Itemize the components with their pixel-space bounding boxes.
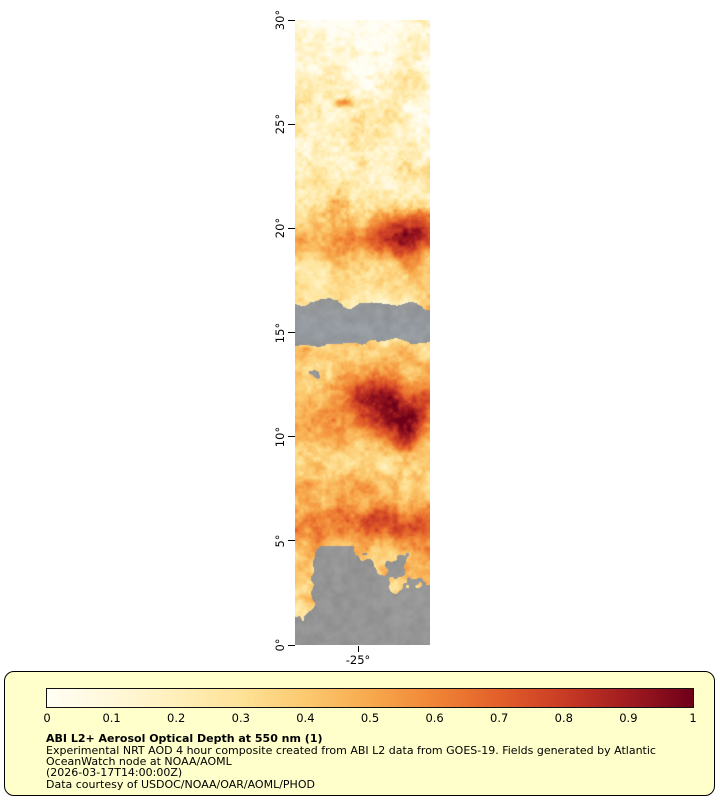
aod-data-raster bbox=[295, 20, 430, 645]
x-axis-tick bbox=[357, 646, 359, 652]
y-axis-tick bbox=[288, 332, 295, 333]
y-axis-tick-label: 30° bbox=[273, 9, 287, 31]
colorbar-tick-label: 0.1 bbox=[102, 711, 121, 725]
y-axis-tick bbox=[288, 436, 295, 438]
y-axis-tick bbox=[288, 227, 295, 229]
caption-title: ABI L2+ Aerosol Optical Depth at 550 nm … bbox=[46, 732, 323, 745]
colorbar-tick-label: 0.5 bbox=[360, 711, 380, 725]
y-axis-tick bbox=[288, 540, 295, 542]
colorbar-tick-label: 0.2 bbox=[167, 711, 186, 725]
y-axis-tick-label: 15° bbox=[273, 322, 287, 343]
caption-description: Experimental NRT AOD 4 hour composite cr… bbox=[46, 744, 656, 769]
y-axis-tick-label: 20° bbox=[273, 218, 287, 239]
colorbar-tick-label: 0.6 bbox=[425, 711, 444, 725]
y-axis-tick-label: 10° bbox=[273, 426, 287, 447]
colorbar-tick-label: 0.8 bbox=[554, 711, 573, 725]
legend-panel: 0 0.1 0.2 0.3 0.4 0.5 0.6 0.7 0.8 0.9 1 ABI L2+ Ae… bbox=[4, 671, 715, 796]
colorbar-tick-label: 0.9 bbox=[619, 711, 638, 725]
y-axis-tick bbox=[288, 123, 295, 125]
y-axis-tick bbox=[288, 19, 295, 21]
y-axis-tick-label: 5° bbox=[273, 534, 287, 548]
colorbar-tick-label: 0 bbox=[43, 711, 51, 725]
colorbar-tick-label: 1 bbox=[689, 711, 697, 725]
colorbar-tick-label: 0.3 bbox=[231, 711, 250, 725]
caption-timestamp: (2026-03-17T14:00:00Z) bbox=[46, 766, 183, 780]
colorbar-tick-label: 0.7 bbox=[490, 711, 509, 725]
y-axis-tick bbox=[288, 644, 295, 646]
colorbar-tick-label: 0.4 bbox=[296, 711, 315, 725]
caption-body: Experimental NRT AOD 4 hour composite cr… bbox=[46, 745, 702, 790]
y-axis-tick-label: 0° bbox=[273, 638, 287, 652]
x-axis-tick-label: -25° bbox=[345, 653, 371, 667]
caption-courtesy: Data courtesy of USDOC/NOAA/OAR/AOML/PHO… bbox=[46, 777, 315, 791]
colorbar-gradient bbox=[46, 688, 694, 708]
y-axis-tick-label: 25° bbox=[273, 113, 287, 135]
